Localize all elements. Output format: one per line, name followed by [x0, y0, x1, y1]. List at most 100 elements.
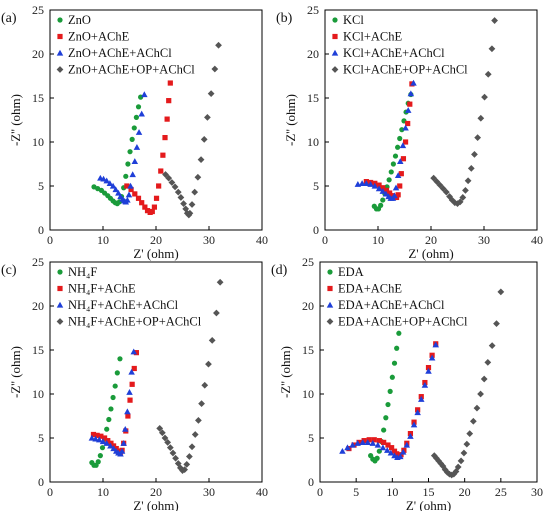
- data-point: [171, 183, 179, 191]
- legend-marker: [57, 285, 63, 292]
- y-axis-title: -Z'' (ohm): [283, 94, 298, 146]
- data-point: [407, 90, 415, 97]
- legend-marker: [332, 17, 338, 23]
- data-point: [200, 135, 208, 143]
- data-point: [168, 179, 176, 186]
- y-tick-label: 20: [302, 299, 314, 313]
- data-point: [129, 381, 135, 387]
- y-tick-label: 15: [32, 343, 44, 357]
- data-point: [484, 70, 492, 78]
- data-point: [99, 438, 107, 445]
- chart-panel-c: 0 10 20 30 40 0 5 10 15 20 25 Z' (ohm) -Z'' (ohm) (c)…: [1, 255, 268, 511]
- x-tick-label: 20: [459, 485, 471, 499]
- data-point: [400, 156, 407, 162]
- data-point: [90, 431, 97, 438]
- x-tick-label: 20: [425, 233, 437, 247]
- data-point: [95, 459, 101, 465]
- data-point: [161, 434, 169, 442]
- data-point: [363, 180, 370, 186]
- data-point: [133, 114, 139, 120]
- y-tick-label: 20: [32, 47, 44, 61]
- data-point: [131, 125, 137, 131]
- data-point: [124, 183, 130, 189]
- data-point: [484, 358, 492, 366]
- y-tick-label: 20: [32, 299, 44, 313]
- data-point: [135, 104, 142, 110]
- chart-panel-b: 0 10 20 30 40 0 5 10 15 20 25 Z' (ohm) -Z'' (ohm) (b)…: [276, 3, 543, 261]
- data-point: [164, 116, 170, 122]
- x-tick-label: 30: [203, 485, 215, 499]
- data-point: [397, 135, 403, 142]
- data-point: [112, 186, 119, 193]
- x-tick-label: 40: [256, 233, 268, 247]
- legend-entry: KCl: [343, 13, 364, 27]
- data-point: [103, 177, 110, 184]
- chart-panel-a: 0 10 20 30 40 0 5 10 15 20 25 Z' (ohm) -Z'' (ohm) (a)…: [1, 3, 268, 261]
- legend: KCl KCl+AChE KCl+AChE+AChCl KCl+AChE+OP+ACh…: [331, 13, 468, 77]
- x-tick-label: 0: [322, 233, 328, 247]
- y-tick-label: 25: [302, 255, 314, 269]
- series-2: [124, 80, 173, 215]
- data-point: [127, 397, 133, 403]
- data-point: [165, 174, 173, 182]
- x-tick-label: 20: [150, 233, 162, 247]
- data-point: [126, 388, 133, 395]
- data-point: [383, 415, 389, 421]
- legend-entry: ZnO: [68, 13, 91, 27]
- data-point: [174, 188, 182, 196]
- x-tick-label: 30: [478, 233, 490, 247]
- data-point: [166, 98, 172, 104]
- data-point: [149, 208, 155, 215]
- data-point: [480, 375, 488, 383]
- data-point: [139, 200, 145, 206]
- legend-entry: ZnO+AChE: [68, 30, 130, 44]
- data-point: [186, 453, 193, 460]
- x-tick-label: 0: [47, 233, 53, 247]
- data-point: [106, 180, 114, 186]
- panel-label: (d): [271, 263, 288, 278]
- data-point: [141, 91, 148, 98]
- data-point: [466, 430, 474, 437]
- data-point: [123, 173, 129, 179]
- data-point: [371, 437, 377, 443]
- x-axis-title: Z' (ohm): [133, 498, 178, 511]
- y-axis-title: -Z'' (ohm): [278, 346, 293, 398]
- legend: ZnO ZnO+AChE ZnO+AChE+AChCl ZnO+AChE+OP+ACh…: [56, 13, 195, 77]
- data-point: [399, 127, 405, 133]
- series-4: [156, 278, 224, 474]
- data-point: [204, 113, 211, 121]
- y-tick-label: 5: [313, 179, 319, 193]
- x-tick-label: 15: [423, 485, 435, 499]
- data-point: [418, 396, 425, 402]
- data-point: [477, 390, 484, 398]
- data-point: [133, 350, 139, 356]
- legend-marker: [327, 285, 333, 292]
- data-point: [131, 365, 137, 372]
- x-tick-label: 30: [531, 485, 543, 499]
- data-point: [129, 171, 136, 178]
- series-4: [430, 288, 505, 479]
- data-point: [382, 190, 390, 197]
- data-point: [403, 441, 411, 448]
- x-tick-label: 40: [256, 485, 268, 499]
- data-point: [375, 185, 383, 192]
- data-point: [88, 434, 96, 441]
- x-tick-label: 40: [531, 233, 543, 247]
- data-point: [376, 182, 382, 188]
- data-point: [374, 441, 382, 448]
- data-point: [97, 453, 103, 459]
- data-point: [463, 440, 471, 448]
- data-point: [211, 65, 219, 73]
- data-point: [198, 400, 205, 408]
- y-tick-label: 5: [38, 179, 44, 193]
- data-point: [383, 187, 390, 193]
- data-point: [394, 172, 402, 179]
- data-point: [151, 204, 158, 210]
- data-point: [188, 443, 196, 451]
- data-point: [392, 184, 400, 191]
- x-tick-label: 0: [317, 485, 323, 499]
- legend-entry: NH₄F: [68, 265, 97, 279]
- legend-entry: EDA+AChE+OP+AChCl: [338, 315, 468, 329]
- data-point: [208, 336, 216, 344]
- data-point: [356, 439, 362, 445]
